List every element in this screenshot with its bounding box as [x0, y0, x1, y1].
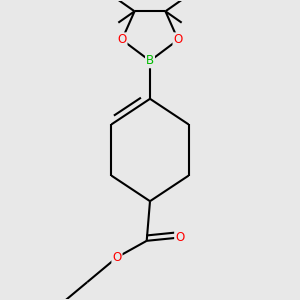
Text: O: O: [173, 33, 183, 46]
Text: B: B: [146, 54, 154, 67]
Text: O: O: [117, 33, 127, 46]
Text: O: O: [175, 231, 184, 244]
Text: O: O: [112, 251, 122, 264]
